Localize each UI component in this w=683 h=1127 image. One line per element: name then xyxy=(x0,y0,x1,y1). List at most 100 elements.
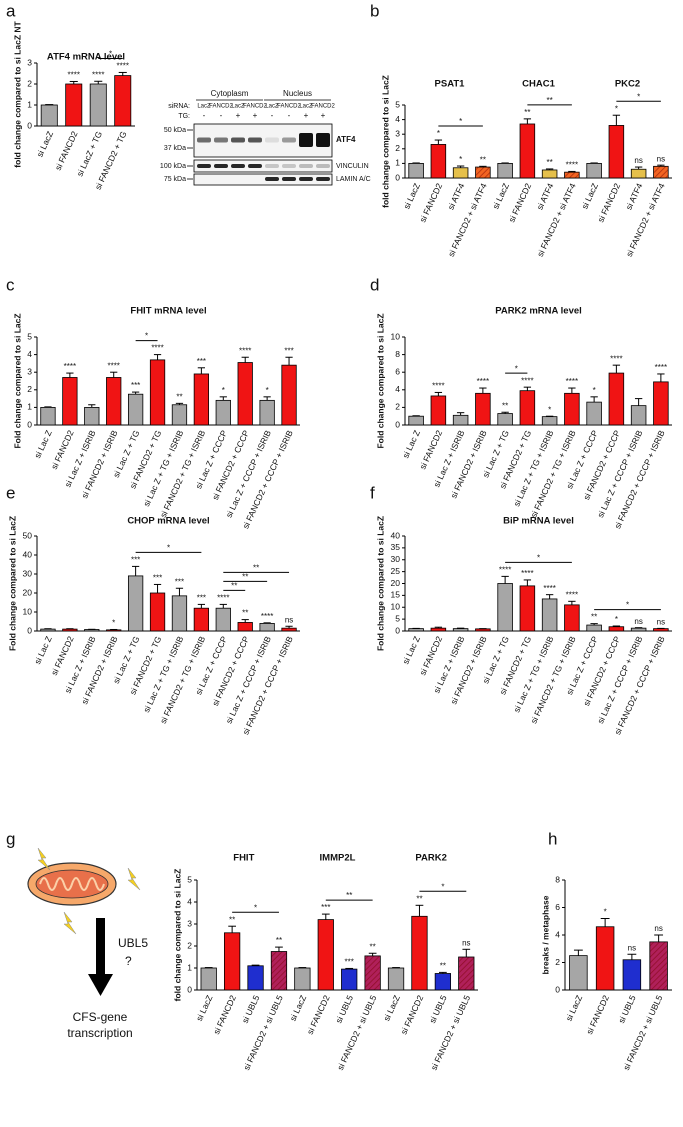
bar xyxy=(84,406,100,426)
bar xyxy=(408,162,424,179)
significance-label: ** xyxy=(176,392,182,401)
significance-label: **** xyxy=(543,584,555,593)
bracket-label: * xyxy=(109,50,112,59)
bracket-label: * xyxy=(637,92,640,101)
bar xyxy=(452,628,469,632)
x-tick-label: si FANCD2 xyxy=(584,993,611,1036)
significance-label: **** xyxy=(151,344,163,353)
significance-label: **** xyxy=(566,590,578,599)
bar xyxy=(40,628,56,632)
significance-label: ns xyxy=(634,617,642,626)
significance-label: **** xyxy=(521,376,533,385)
bar xyxy=(430,144,447,179)
band xyxy=(265,177,279,181)
bar xyxy=(475,628,491,632)
panel-letter: a xyxy=(6,1,16,20)
bar xyxy=(171,404,188,426)
y-tick-label: 15 xyxy=(391,590,401,600)
significance-label: ** xyxy=(480,155,486,164)
blot-panel xyxy=(193,173,333,186)
y-axis-label: Fold change compared to si LacZ xyxy=(12,313,22,448)
bar xyxy=(408,628,424,632)
x-tick-label: si Lac Z xyxy=(32,429,54,460)
y-tick-label: 2 xyxy=(395,143,400,153)
significance-label: **** xyxy=(655,363,667,372)
significance-label: ns xyxy=(628,943,636,952)
bar xyxy=(630,627,647,632)
band xyxy=(214,137,228,143)
bar xyxy=(519,390,536,426)
y-tick-label: 1 xyxy=(27,402,32,412)
significance-label: *** xyxy=(321,903,330,912)
marker-label: 75 kDa xyxy=(164,176,186,183)
blot-panel xyxy=(193,159,333,173)
lane-label: LacZ xyxy=(265,104,279,110)
marker-label: 37 kDa xyxy=(164,145,186,152)
y-tick-label: 35 xyxy=(391,542,401,552)
y-axis-label: breaks / metaphase xyxy=(540,895,550,974)
x-tick-label: si ATF4 xyxy=(535,181,556,211)
bar xyxy=(586,624,602,632)
y-tick-label: 20 xyxy=(391,578,401,588)
y-tick-label: 2 xyxy=(395,402,400,412)
bar xyxy=(294,967,311,991)
significance-label: ** xyxy=(547,158,553,167)
band-label: VINCULIN xyxy=(336,163,369,170)
x-tick-label: si UBL5 xyxy=(333,993,355,1024)
bar xyxy=(408,415,424,426)
diagram-label: CFS-gene xyxy=(73,1010,128,1024)
bar xyxy=(653,381,669,426)
y-tick-label: 30 xyxy=(23,568,33,578)
x-tick-label: si FANCD2 xyxy=(53,129,80,172)
bar xyxy=(106,629,122,632)
tg-label: + xyxy=(236,111,241,120)
y-tick-label: 8 xyxy=(395,349,400,359)
bracket-label: * xyxy=(515,364,518,373)
bracket-label: * xyxy=(145,332,148,341)
band xyxy=(316,164,330,168)
x-tick-label: si LacZ xyxy=(490,182,511,211)
significance-label: ** xyxy=(242,609,248,618)
bar xyxy=(40,406,56,426)
x-tick-label: si FANCD2 xyxy=(595,181,622,224)
panel-letter: h xyxy=(548,829,557,848)
western-blot: Cytoplasm NucleussiRNA:TG:LacZFANCD2LacZF… xyxy=(160,89,371,186)
bar xyxy=(569,955,588,991)
bar xyxy=(200,967,217,991)
panel-letter: f xyxy=(370,483,375,502)
bar xyxy=(65,83,83,127)
y-tick-label: 5 xyxy=(27,331,32,341)
lane-label: FANCD2 xyxy=(311,104,335,110)
y-tick-label: 10 xyxy=(391,331,401,341)
significance-label: ** xyxy=(276,936,282,945)
bar xyxy=(519,585,536,632)
band xyxy=(299,164,313,168)
y-axis-label: fold change compared to si LacZ xyxy=(172,869,182,1002)
bar xyxy=(247,965,264,991)
significance-label: *** xyxy=(284,346,293,355)
significance-label: ** xyxy=(440,962,446,971)
bar xyxy=(62,377,78,426)
y-tick-label: 3 xyxy=(27,366,32,376)
x-tick-label: si LacZ xyxy=(381,994,402,1023)
band xyxy=(265,164,279,168)
significance-label: * xyxy=(615,104,618,113)
bar xyxy=(653,165,669,179)
y-axis-label: fold change compared to si LacZ xyxy=(380,75,390,208)
panel-letter: g xyxy=(6,829,15,848)
significance-label: * xyxy=(112,619,115,628)
significance-label: * xyxy=(548,405,551,414)
band xyxy=(197,164,211,168)
significance-label: *** xyxy=(153,574,162,583)
bar xyxy=(341,968,358,991)
bar xyxy=(387,967,405,991)
bar xyxy=(281,364,297,426)
bar xyxy=(259,623,275,632)
significance-label: **** xyxy=(521,569,533,578)
significance-label: **** xyxy=(68,71,80,80)
significance-label: ** xyxy=(502,401,508,410)
bar xyxy=(193,373,210,426)
bracket-label: ** xyxy=(242,573,248,582)
diagram-label: transcription xyxy=(67,1026,132,1040)
panel-letter: b xyxy=(370,1,379,20)
